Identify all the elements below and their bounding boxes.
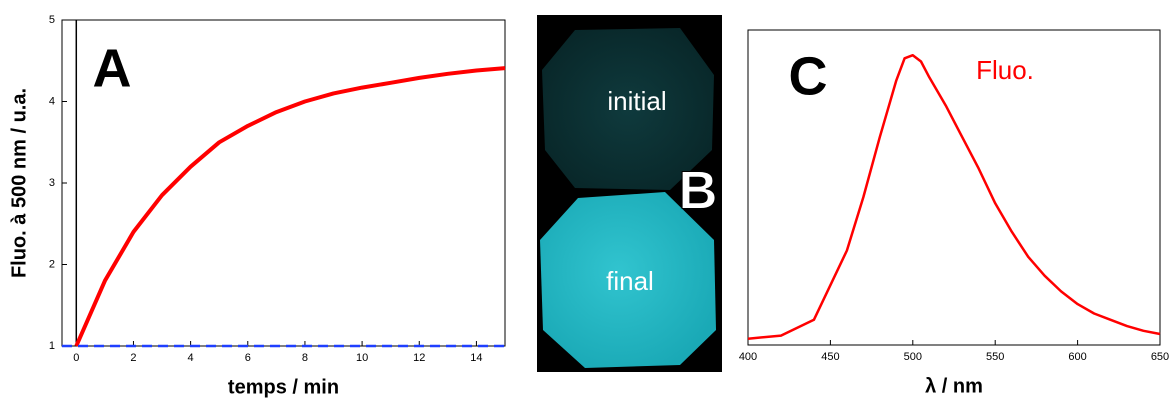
- final-label: final: [606, 266, 654, 296]
- x-tick-label: 12: [413, 352, 425, 364]
- x-tick-label: 4: [188, 352, 194, 364]
- initial-drop: [542, 28, 714, 190]
- x-tick-label: 400: [739, 351, 757, 363]
- y-tick-label: 3: [49, 177, 55, 189]
- x-tick-label: 650: [1151, 351, 1169, 363]
- x-tick-label: 8: [302, 352, 308, 364]
- y-tick-label: 5: [49, 14, 55, 26]
- x-tick-label: 0: [73, 352, 79, 364]
- photo-panel: initial final B: [537, 15, 722, 372]
- x-tick-label: 550: [986, 351, 1004, 363]
- panel-label: C: [789, 46, 828, 106]
- x-tick-label: 500: [904, 351, 922, 363]
- y-tick-label: 2: [49, 258, 55, 270]
- panel-label: B: [679, 160, 718, 220]
- final-drop: [540, 192, 716, 368]
- plot-frame: [747, 29, 1161, 346]
- x-axis-label: λ / nm: [925, 375, 983, 397]
- x-tick-label: 2: [130, 352, 136, 364]
- x-tick-label: 6: [245, 352, 251, 364]
- data-line: [747, 53, 1161, 340]
- panel-label: A: [93, 38, 132, 98]
- x-tick-label: 14: [470, 352, 482, 364]
- x-axis-label: temps / min: [228, 376, 339, 398]
- initial-label: initial: [607, 86, 666, 116]
- x-tick-label: 600: [1068, 351, 1086, 363]
- x-tick-label: 10: [356, 352, 368, 364]
- y-tick-label: 1: [49, 340, 55, 352]
- x-tick-label: 450: [821, 351, 839, 363]
- y-axis-label: Fluo. à 500 nm / u.a.: [8, 88, 30, 278]
- annotation: Fluo.: [976, 55, 1034, 85]
- data-line: [74, 66, 506, 347]
- y-tick-label: 4: [49, 95, 55, 107]
